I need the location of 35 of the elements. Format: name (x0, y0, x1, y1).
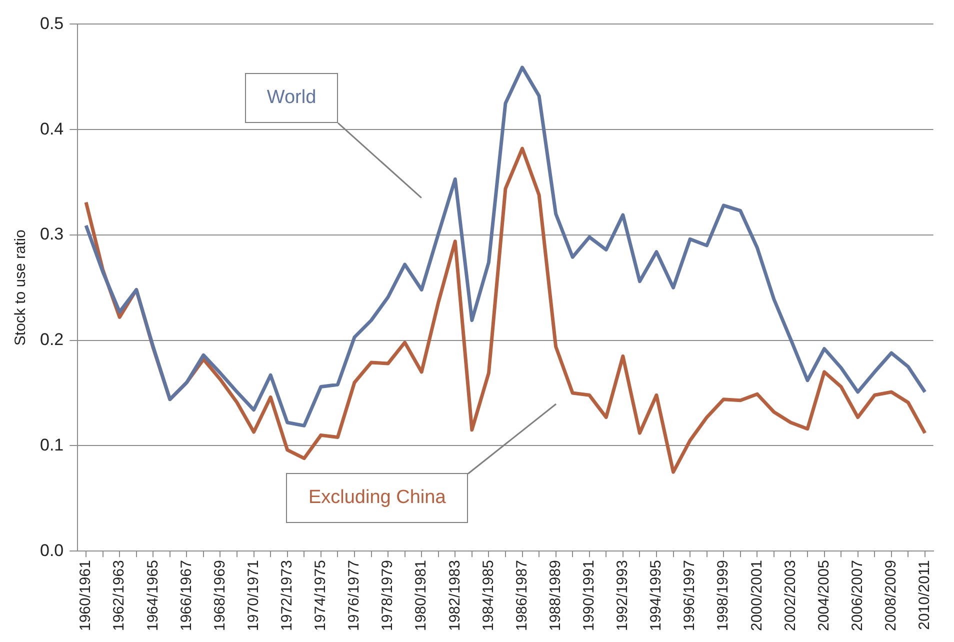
x-tick-label: 1998/1999 (714, 560, 732, 631)
x-tick-label: 2000/2001 (748, 560, 766, 631)
x-tick-label: 1960/1961 (77, 560, 94, 631)
x-tick-label: 1972/1973 (278, 560, 296, 631)
x-tick-label: 1986/1987 (513, 560, 530, 631)
x-tick-label: 2006/2007 (848, 560, 866, 631)
x-tick-label: 1970/1971 (244, 560, 262, 631)
x-tick-label: 2002/2003 (782, 560, 799, 631)
x-tick-label: 1964/1965 (144, 560, 162, 631)
x-tick-label: 1978/1979 (379, 560, 396, 631)
x-tick-label: 2010/2011 (916, 560, 934, 630)
x-tick-label: 1962/1963 (110, 560, 128, 631)
x-tick-label: 1984/1985 (480, 560, 497, 631)
x-tick-label: 1976/1977 (346, 560, 363, 631)
x-tick-label: 2008/2009 (882, 560, 900, 631)
x-tick-label: 1982/1983 (446, 560, 464, 631)
x-tick-label: 1966/1967 (178, 560, 195, 631)
y-tick-label: 0.1 (40, 435, 64, 454)
y-tick-label: 0.4 (40, 119, 64, 138)
x-tick-label: 1968/1969 (211, 560, 228, 631)
series-label: Excluding China (308, 487, 446, 510)
y-tick-label: 0.5 (40, 14, 64, 33)
x-tick-label: 1990/1991 (580, 560, 598, 631)
y-tick-label: 0.3 (40, 224, 64, 244)
y-axis-title: Stock to use ratio (12, 230, 30, 346)
x-tick-label: 1974/1975 (312, 560, 330, 631)
x-tick-label: 1996/1997 (681, 560, 698, 631)
y-tick-label: 0.2 (40, 330, 64, 350)
x-tick-label: 1980/1981 (412, 560, 430, 631)
x-tick-label: 1994/1995 (648, 560, 665, 631)
y-tick-label: 0.0 (40, 540, 64, 560)
x-tick-label: 1992/1993 (614, 560, 632, 631)
text: World (266, 86, 316, 109)
x-tick-label: 2004/2005 (815, 560, 832, 631)
x-tick-label: 1988/1989 (546, 560, 564, 631)
